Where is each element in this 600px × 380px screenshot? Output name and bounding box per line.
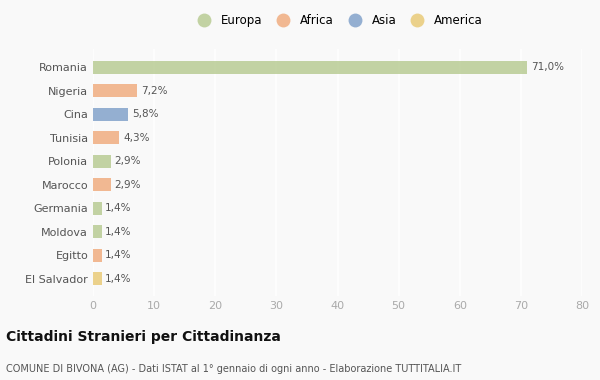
Text: 1,4%: 1,4% xyxy=(105,250,132,260)
Text: 7,2%: 7,2% xyxy=(140,86,167,96)
Bar xyxy=(93,178,111,191)
Text: COMUNE DI BIVONA (AG) - Dati ISTAT al 1° gennaio di ogni anno - Elaborazione TUT: COMUNE DI BIVONA (AG) - Dati ISTAT al 1°… xyxy=(6,364,461,374)
Bar xyxy=(93,131,119,144)
Bar xyxy=(93,225,101,238)
Bar xyxy=(93,61,527,74)
Text: 5,8%: 5,8% xyxy=(132,109,158,119)
Text: 1,4%: 1,4% xyxy=(105,203,132,213)
Bar xyxy=(93,202,101,215)
Text: 2,9%: 2,9% xyxy=(115,156,141,166)
Text: Cittadini Stranieri per Cittadinanza: Cittadini Stranieri per Cittadinanza xyxy=(6,330,281,344)
Bar xyxy=(93,272,101,285)
Legend: Europa, Africa, Asia, America: Europa, Africa, Asia, America xyxy=(189,11,486,31)
Text: 1,4%: 1,4% xyxy=(105,274,132,284)
Bar xyxy=(93,155,111,168)
Bar xyxy=(93,84,137,97)
Bar xyxy=(93,249,101,262)
Bar xyxy=(93,108,128,120)
Text: 71,0%: 71,0% xyxy=(530,62,563,72)
Text: 2,9%: 2,9% xyxy=(115,180,141,190)
Text: 4,3%: 4,3% xyxy=(123,133,149,142)
Text: 1,4%: 1,4% xyxy=(105,227,132,237)
